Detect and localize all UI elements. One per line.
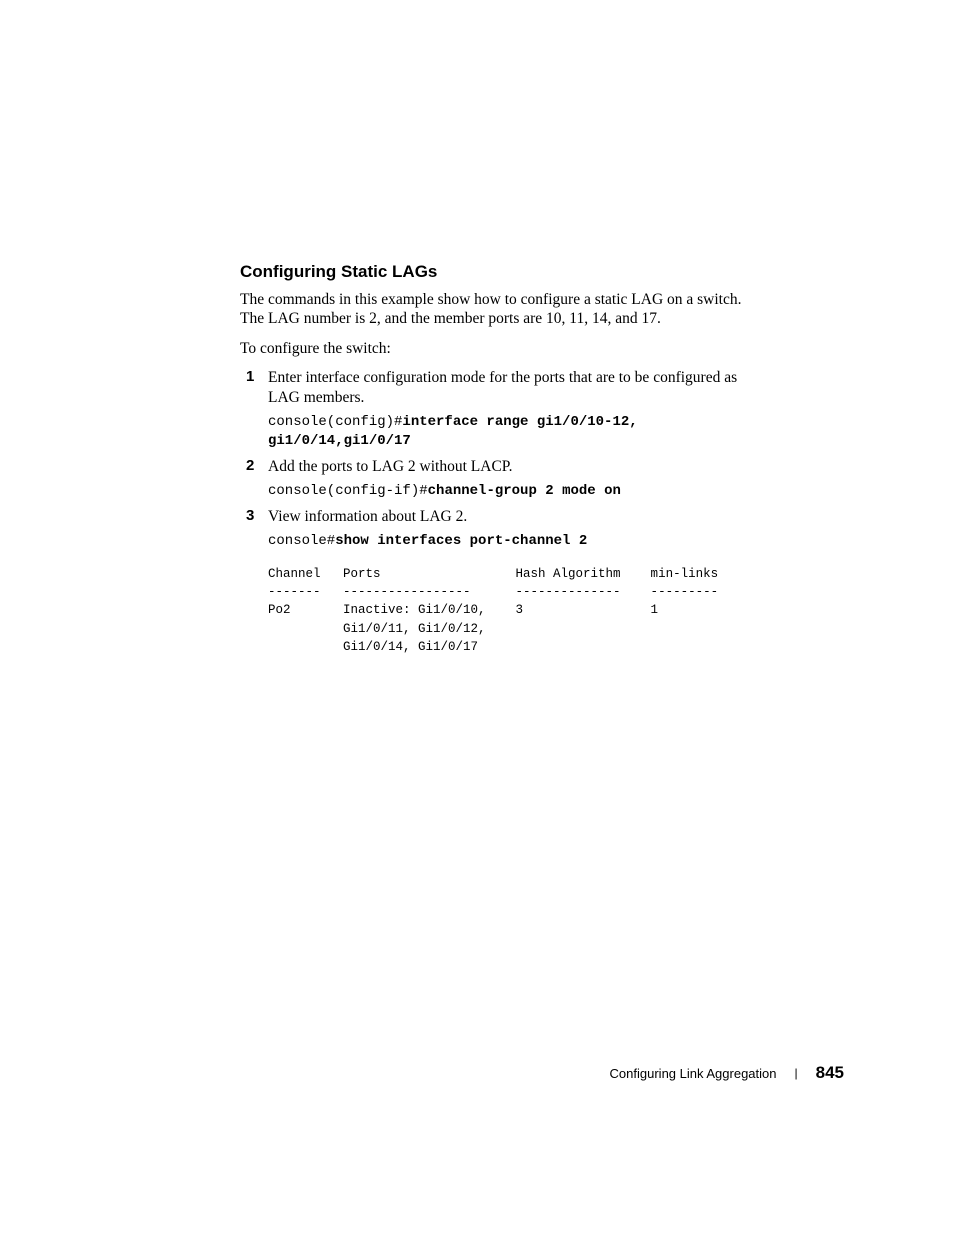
steps-list: Enter interface configuration mode for t… bbox=[240, 368, 760, 656]
step-item: Add the ports to LAG 2 without LACP. con… bbox=[240, 457, 760, 501]
code-prefix: console(config)# bbox=[268, 414, 402, 430]
instruction-text: To configure the switch: bbox=[240, 339, 760, 358]
footer-page-number: 845 bbox=[816, 1063, 844, 1083]
output-block: Channel Ports Hash Algorithm min-links -… bbox=[268, 565, 760, 656]
code-command: channel-group 2 mode on bbox=[428, 483, 621, 499]
code-prefix: console# bbox=[268, 533, 335, 549]
footer-title: Configuring Link Aggregation bbox=[610, 1066, 777, 1081]
footer-separator: | bbox=[795, 1066, 798, 1080]
step-text: View information about LAG 2. bbox=[268, 507, 760, 526]
intro-paragraph: The commands in this example show how to… bbox=[240, 290, 760, 329]
code-block: console(config-if)#channel-group 2 mode … bbox=[268, 482, 760, 501]
code-block: console(config)#interface range gi1/0/10… bbox=[268, 413, 760, 451]
page-footer: Configuring Link Aggregation | 845 bbox=[610, 1063, 844, 1083]
code-prefix: console(config-if)# bbox=[268, 483, 428, 499]
step-text: Add the ports to LAG 2 without LACP. bbox=[268, 457, 760, 476]
page-content: Configuring Static LAGs The commands in … bbox=[240, 262, 760, 662]
code-block: console#show interfaces port-channel 2 bbox=[268, 532, 760, 551]
step-text: Enter interface configuration mode for t… bbox=[268, 368, 760, 407]
step-item: Enter interface configuration mode for t… bbox=[240, 368, 760, 451]
code-command: show interfaces port-channel 2 bbox=[335, 533, 587, 549]
step-item: View information about LAG 2. console#sh… bbox=[240, 507, 760, 656]
section-heading: Configuring Static LAGs bbox=[240, 262, 760, 282]
